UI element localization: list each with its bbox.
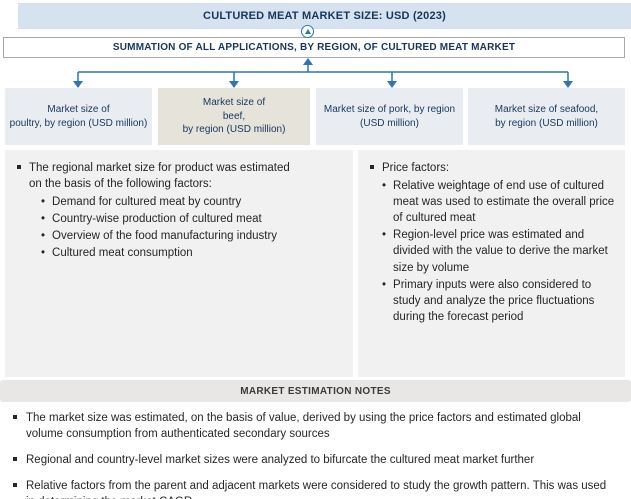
arrowhead-down-icon bbox=[387, 81, 397, 88]
footer-notes: The market size was estimated, on the ba… bbox=[13, 410, 617, 499]
volume-factor-4: Cultured meat consumption bbox=[52, 247, 193, 260]
price-factors-list: • Relative weightage of end use of cultu… bbox=[382, 178, 619, 325]
arrowhead-up-icon bbox=[303, 58, 313, 65]
notes-bar-label: MARKET ESTIMATION NOTES bbox=[240, 385, 391, 397]
footer-note-row: Regional and country-level market sizes … bbox=[13, 452, 617, 468]
list-item: • Demand for cultured meat by country bbox=[41, 194, 345, 210]
up-triangle-icon bbox=[304, 28, 311, 34]
flow-connector-arrows bbox=[73, 58, 573, 88]
dot-bullet-icon: • bbox=[41, 247, 46, 260]
box-market-size-poultry: Market size of poultry, by region (USD m… bbox=[5, 88, 152, 145]
square-bullet-icon bbox=[13, 415, 17, 419]
box-market-size-pork: Market size of pork, by region (USD mill… bbox=[316, 88, 463, 145]
price-factor-1: Relative weightage of end use of culture… bbox=[393, 180, 615, 225]
box-label-seafood: Market size of seafood, by region (USD m… bbox=[494, 104, 599, 129]
price-panel-heading-row: Price factors: bbox=[370, 160, 619, 176]
footer-note-1: The market size was estimated, on the ba… bbox=[26, 412, 581, 441]
price-factor-2: Region-level price was estimated and div… bbox=[393, 229, 608, 274]
title-banner: CULTURED MEAT MARKET SIZE: USD (2023) bbox=[18, 3, 631, 29]
square-bullet-icon bbox=[13, 457, 17, 462]
volume-factor-2: Country-wise production of cultured meat bbox=[52, 213, 262, 226]
summation-label: SUMMATION OF ALL APPLICATIONS, BY REGION… bbox=[112, 42, 516, 53]
list-item: • Cultured meat consumption bbox=[41, 245, 345, 261]
box-label-beef: Market size of beef, by region (USD mill… bbox=[182, 97, 286, 136]
list-item: • Overview of the food manufacturing ind… bbox=[41, 228, 345, 244]
arrowhead-down-icon bbox=[229, 81, 239, 88]
summation-box: SUMMATION OF ALL APPLICATIONS, BY REGION… bbox=[3, 37, 625, 58]
box-label-poultry: Market size of poultry, by region (USD m… bbox=[9, 104, 148, 129]
up-arrow-circle-icon bbox=[301, 25, 314, 38]
volume-panel-heading: The regional market size for product was… bbox=[29, 162, 290, 191]
footer-note-row: The market size was estimated, on the ba… bbox=[13, 410, 617, 442]
dot-bullet-icon: • bbox=[41, 230, 46, 243]
page-title: CULTURED MEAT MARKET SIZE: USD (2023) bbox=[203, 10, 446, 22]
footer-note-2: Regional and country-level market sizes … bbox=[26, 454, 535, 467]
footer-note-3: Relative factors from the parent and adj… bbox=[26, 480, 607, 499]
square-bullet-icon bbox=[370, 165, 374, 169]
list-item: • Region-level price was estimated and d… bbox=[382, 227, 619, 275]
dot-bullet-icon: • bbox=[382, 229, 387, 242]
dot-bullet-icon: • bbox=[41, 213, 46, 226]
volume-panel-heading-row: The regional market size for product was… bbox=[17, 160, 345, 192]
box-market-size-beef: Market size of beef, by region (USD mill… bbox=[158, 88, 310, 145]
arrowhead-down-icon bbox=[73, 81, 83, 88]
list-item: • Relative weightage of end use of cultu… bbox=[382, 178, 619, 226]
list-item: • Primary inputs were also considered to… bbox=[382, 277, 619, 325]
volume-factors-list: • Demand for cultured meat by country • … bbox=[41, 194, 345, 261]
square-bullet-icon bbox=[17, 165, 21, 169]
box-label-pork: Market size of pork, by region (USD mill… bbox=[323, 104, 456, 129]
price-panel-heading: Price factors: bbox=[382, 162, 450, 174]
price-factor-3: Primary inputs were also considered to s… bbox=[393, 278, 595, 323]
volume-factor-1: Demand for cultured meat by country bbox=[52, 196, 242, 209]
volume-factors-panel: The regional market size for product was… bbox=[5, 150, 353, 377]
market-estimation-notes-bar: MARKET ESTIMATION NOTES bbox=[0, 380, 631, 402]
dot-bullet-icon: • bbox=[382, 180, 387, 193]
list-item: • Country-wise production of cultured me… bbox=[41, 211, 345, 227]
square-bullet-icon bbox=[13, 483, 17, 488]
arrowhead-down-icon bbox=[563, 81, 573, 88]
price-factors-panel: Price factors: • Relative weightage of e… bbox=[358, 150, 625, 377]
footer-note-row: Relative factors from the parent and adj… bbox=[13, 478, 617, 499]
dot-bullet-icon: • bbox=[382, 278, 387, 291]
box-market-size-seafood: Market size of seafood, by region (USD m… bbox=[468, 88, 625, 145]
volume-factor-3: Overview of the food manufacturing indus… bbox=[52, 230, 278, 243]
dot-bullet-icon: • bbox=[41, 196, 46, 209]
